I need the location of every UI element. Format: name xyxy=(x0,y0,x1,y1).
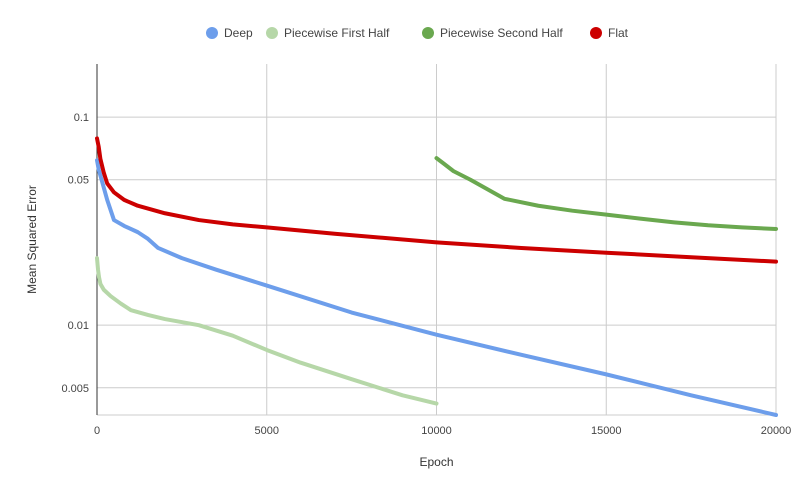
x-tick-label: 15000 xyxy=(591,425,622,437)
x-tick-label: 10000 xyxy=(421,425,452,437)
legend: Deep Piecewise First Half Piecewise Second… xyxy=(206,26,629,40)
x-axis-title: Epoch xyxy=(419,455,453,469)
series-line-piecewise-second-half xyxy=(434,156,778,231)
legend-marker-piecewise-second-half xyxy=(422,27,434,39)
grid xyxy=(97,64,777,415)
legend-label-flat: Flat xyxy=(608,26,629,40)
series-line-flat xyxy=(95,136,778,264)
y-tick-label: 0.005 xyxy=(61,383,89,395)
x-tick-label: 5000 xyxy=(255,425,279,437)
series-line-deep xyxy=(95,158,778,417)
y-tick-label: 0.05 xyxy=(68,175,89,187)
axes: 0 5000 10000 15000 20000 0.005 0.01 0.05 0.1 xyxy=(61,64,791,437)
legend-marker-flat xyxy=(590,27,602,39)
series-group xyxy=(95,136,778,417)
legend-label-piecewise-second-half: Piecewise Second Half xyxy=(440,26,563,40)
legend-label-deep: Deep xyxy=(224,26,253,40)
y-axis-title: Mean Squared Error xyxy=(25,185,39,294)
legend-marker-piecewise-first-half xyxy=(266,27,278,39)
x-tick-label: 0 xyxy=(94,425,100,437)
series-line-piecewise-first-half xyxy=(95,256,439,406)
y-tick-label: 0.01 xyxy=(68,320,89,332)
legend-label-piecewise-first-half: Piecewise First Half xyxy=(284,26,390,40)
legend-marker-deep xyxy=(206,27,218,39)
y-tick-label: 0.1 xyxy=(74,112,89,124)
x-tick-label: 20000 xyxy=(761,425,792,437)
